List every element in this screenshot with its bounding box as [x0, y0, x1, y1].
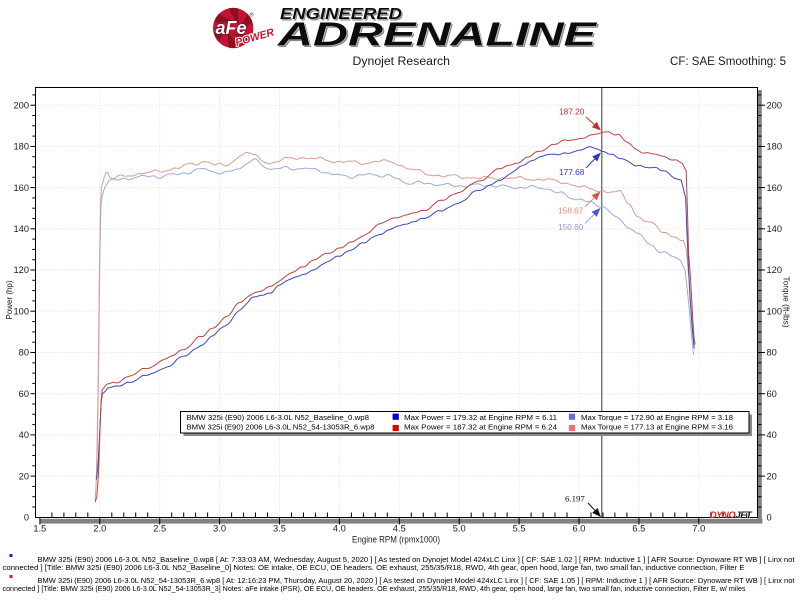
svg-text:100: 100: [13, 306, 29, 316]
svg-text:3.5: 3.5: [273, 524, 286, 534]
svg-text:4.0: 4.0: [333, 524, 346, 534]
svg-text:200: 200: [13, 100, 29, 110]
svg-text:6.5: 6.5: [632, 524, 645, 534]
svg-text:40: 40: [19, 430, 29, 440]
svg-text:120: 120: [13, 265, 29, 275]
svg-text:20: 20: [19, 471, 29, 481]
svg-text:2.5: 2.5: [153, 524, 166, 534]
svg-text:BMW 325i (E90) 2006 L6-3.0L N5: BMW 325i (E90) 2006 L6-3.0L N52_54-13053…: [38, 577, 795, 585]
svg-text:6.0: 6.0: [573, 524, 586, 534]
svg-text:187.20: 187.20: [559, 107, 585, 117]
svg-text:Max Torque = 177.13 at Engine: Max Torque = 177.13 at Engine RPM = 3.16: [581, 423, 733, 432]
svg-text:2.0: 2.0: [93, 524, 106, 534]
svg-text:200: 200: [767, 100, 783, 110]
svg-text:Max Torque = 172.90 at Engine: Max Torque = 172.90 at Engine RPM = 3.18: [581, 413, 733, 422]
svg-text:0: 0: [24, 513, 29, 523]
svg-text:180: 180: [767, 142, 783, 152]
svg-text:BMW 325i (E90) 2006 L6-3.0L N5: BMW 325i (E90) 2006 L6-3.0L N52_Baseline…: [187, 413, 370, 422]
svg-text:140: 140: [767, 224, 783, 234]
svg-text:Engine RPM (rpmx1000): Engine RPM (rpmx1000): [352, 534, 440, 544]
svg-text:60: 60: [767, 389, 777, 399]
svg-text:140: 140: [13, 224, 29, 234]
svg-text:20: 20: [767, 471, 777, 481]
svg-text:180: 180: [13, 142, 29, 152]
svg-text:177.68: 177.68: [559, 167, 585, 177]
svg-text:160: 160: [767, 183, 783, 193]
svg-text:Dynojet Research: Dynojet Research: [353, 56, 451, 68]
svg-text:connected ] [Title: BMW 325i (: connected ] [Title: BMW 325i (E90) 2006 …: [3, 585, 746, 593]
svg-text:aFe: aFe: [216, 18, 247, 38]
svg-text:ENGINEERED: ENGINEERED: [280, 6, 402, 23]
svg-text:120: 120: [767, 265, 783, 275]
svg-text:®: ®: [250, 12, 254, 19]
svg-text:ADRENALINE: ADRENALINE: [277, 16, 598, 53]
svg-text:Max Power = 179.32 at Engine R: Max Power = 179.32 at Engine RPM = 6.11: [404, 413, 557, 422]
svg-text:ADRENALINE: ADRENALINE: [278, 17, 599, 54]
svg-text:60: 60: [19, 389, 29, 399]
svg-text:0: 0: [767, 513, 772, 523]
svg-text:Max Power = 187.32 at Engine R: Max Power = 187.32 at Engine RPM = 6.24: [404, 423, 558, 432]
svg-text:80: 80: [767, 348, 777, 358]
svg-text:BMW 325i (E90) 2006 L6-3.0L N5: BMW 325i (E90) 2006 L6-3.0L N52_54-13053…: [187, 423, 375, 432]
svg-text:40: 40: [767, 430, 777, 440]
svg-text:80: 80: [19, 348, 29, 358]
svg-text:connected ] [Title: BMW 325i (: connected ] [Title: BMW 325i (E90) 2006 …: [3, 564, 745, 572]
svg-text:5.5: 5.5: [513, 524, 526, 534]
svg-text:BMW 325i (E90) 2006 L6-3.0L N5: BMW 325i (E90) 2006 L6-3.0L N52_Baseline…: [38, 556, 795, 564]
svg-text:4.5: 4.5: [393, 524, 406, 534]
svg-text:3.0: 3.0: [213, 524, 226, 534]
svg-text:Torque (ft-lbs): Torque (ft-lbs): [782, 277, 792, 328]
svg-text:DYNO: DYNO: [710, 510, 735, 520]
svg-text:150.60: 150.60: [558, 222, 584, 232]
svg-text:7.0: 7.0: [692, 524, 705, 534]
svg-text:160: 160: [13, 183, 29, 193]
svg-text:100: 100: [767, 306, 783, 316]
svg-text:158.67: 158.67: [558, 206, 584, 216]
svg-text:1.5: 1.5: [33, 524, 46, 534]
svg-text:ENGINEERED: ENGINEERED: [281, 7, 403, 24]
svg-text:5.0: 5.0: [453, 524, 466, 534]
svg-text:JET: JET: [736, 510, 754, 520]
svg-text:CF: SAE Smoothing: 5: CF: SAE Smoothing: 5: [670, 56, 786, 68]
svg-text:6.197: 6.197: [565, 494, 585, 504]
svg-text:Power (hp): Power (hp): [4, 280, 14, 319]
